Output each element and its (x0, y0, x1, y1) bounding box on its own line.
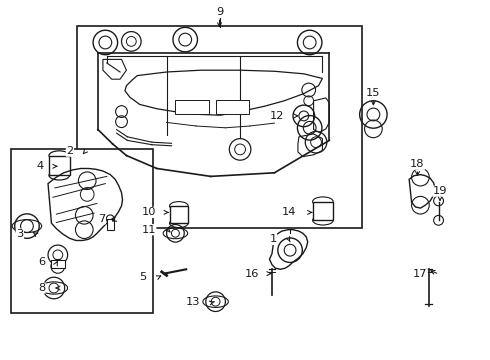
Text: 2: 2 (66, 146, 74, 156)
Bar (170, 206, 188, 223)
Text: 8: 8 (38, 283, 45, 293)
Bar (11, 149, 153, 313)
Text: 19: 19 (433, 186, 447, 196)
Bar (313, 202, 333, 220)
Text: 15: 15 (366, 88, 381, 98)
Text: 10: 10 (141, 207, 156, 217)
Text: 16: 16 (245, 269, 259, 279)
Text: 4: 4 (37, 161, 44, 171)
Text: 3: 3 (16, 229, 24, 239)
Circle shape (106, 215, 114, 223)
Bar (77, 26, 362, 228)
Bar (107, 219, 114, 230)
Text: 5: 5 (139, 272, 146, 282)
Text: 9: 9 (216, 7, 223, 17)
Text: 14: 14 (282, 207, 296, 217)
Text: 17: 17 (413, 269, 427, 279)
Text: 7: 7 (98, 214, 105, 224)
Bar (51, 260, 65, 268)
Text: 1: 1 (270, 234, 277, 244)
Bar (49, 156, 70, 175)
Bar (175, 100, 209, 114)
Text: 12: 12 (270, 111, 284, 121)
Text: 13: 13 (185, 297, 200, 307)
Bar (216, 100, 249, 114)
Text: 18: 18 (410, 159, 425, 169)
Text: 6: 6 (38, 257, 45, 267)
Text: 11: 11 (141, 225, 156, 235)
